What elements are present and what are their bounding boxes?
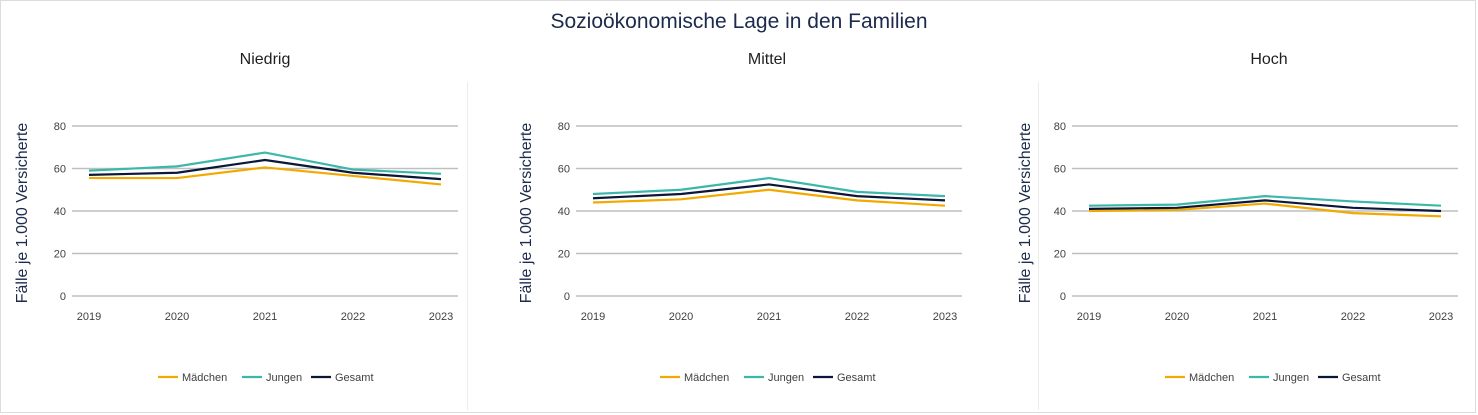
x-tick-label: 2020 bbox=[669, 311, 693, 323]
y-tick-label: 20 bbox=[54, 249, 66, 261]
legend-label: Mädchen bbox=[182, 372, 227, 384]
x-tick-label: 2023 bbox=[1429, 311, 1453, 323]
x-tick-label: 2022 bbox=[1341, 311, 1365, 323]
y-tick-label: 0 bbox=[564, 291, 570, 303]
series-line-maedchen bbox=[592, 188, 946, 207]
legend-label: Jungen bbox=[266, 372, 302, 384]
x-tick-label: 2021 bbox=[757, 311, 781, 323]
series-line-maedchen bbox=[89, 166, 442, 186]
x-tick-label: 2019 bbox=[581, 311, 605, 323]
x-tick-label: 2019 bbox=[77, 311, 101, 323]
y-tick-label: 80 bbox=[558, 121, 570, 133]
y-tick-label: 60 bbox=[54, 164, 66, 176]
y-tick-label: 80 bbox=[1054, 121, 1066, 133]
y-tick-label: 0 bbox=[1060, 291, 1066, 303]
y-axis-label: Fälle je 1.000 Versicherte bbox=[1017, 123, 1034, 304]
panel-title: Niedrig bbox=[240, 51, 291, 68]
x-tick-label: 2023 bbox=[429, 311, 453, 323]
y-tick-label: 40 bbox=[1054, 206, 1066, 218]
x-tick-label: 2023 bbox=[933, 311, 957, 323]
series-line-gesamt bbox=[1088, 199, 1442, 213]
y-tick-label: 60 bbox=[1054, 164, 1066, 176]
legend-label: Gesamt bbox=[1342, 372, 1381, 384]
series-line-gesamt bbox=[88, 158, 442, 181]
panel-divider bbox=[1038, 82, 1039, 410]
x-tick-label: 2020 bbox=[165, 311, 189, 323]
legend-label: Mädchen bbox=[684, 372, 729, 384]
panel-divider bbox=[467, 82, 468, 410]
series-line-jungen bbox=[1088, 195, 1442, 207]
y-tick-label: 40 bbox=[54, 206, 66, 218]
legend-label: Gesamt bbox=[335, 372, 374, 384]
panel-title: Mittel bbox=[748, 51, 786, 68]
chart-panel-niedrig: Niedrig Fälle je 1.000 Versicherte 0 20 40 60… bbox=[14, 51, 458, 384]
series-line-jungen bbox=[88, 151, 442, 175]
panel-title: Hoch bbox=[1250, 51, 1287, 68]
series-line-maedchen bbox=[1088, 202, 1442, 218]
legend-label: Mädchen bbox=[1189, 372, 1234, 384]
y-tick-label: 0 bbox=[60, 291, 66, 303]
x-tick-label: 2022 bbox=[845, 311, 869, 323]
x-tick-label: 2019 bbox=[1077, 311, 1101, 323]
x-tick-label: 2021 bbox=[253, 311, 277, 323]
y-axis-label: Fälle je 1.000 Versicherte bbox=[518, 123, 535, 304]
y-tick-label: 40 bbox=[558, 206, 570, 218]
main-title: Sozioökonomische Lage in den Familien bbox=[550, 10, 928, 33]
x-tick-label: 2021 bbox=[1253, 311, 1277, 323]
y-tick-label: 60 bbox=[558, 164, 570, 176]
legend-label: Jungen bbox=[768, 372, 804, 384]
y-tick-label: 20 bbox=[1054, 249, 1066, 261]
x-tick-label: 2022 bbox=[341, 311, 365, 323]
chart-panel-hoch: Hoch Fälle je 1.000 Versicherte 0 20 40 60 80 2… bbox=[1017, 51, 1458, 384]
legend-label: Gesamt bbox=[837, 372, 876, 384]
y-axis-label: Fälle je 1.000 Versicherte bbox=[14, 123, 31, 304]
y-tick-label: 80 bbox=[54, 121, 66, 133]
y-tick-label: 20 bbox=[558, 249, 570, 261]
x-tick-label: 2020 bbox=[1165, 311, 1189, 323]
legend-label: Jungen bbox=[1273, 372, 1309, 384]
series-line-gesamt bbox=[592, 183, 946, 202]
series-line-jungen bbox=[592, 176, 946, 198]
chart-panel-mittel: Mittel Fälle je 1.000 Versicherte 0 20 40 60 8… bbox=[518, 51, 962, 384]
